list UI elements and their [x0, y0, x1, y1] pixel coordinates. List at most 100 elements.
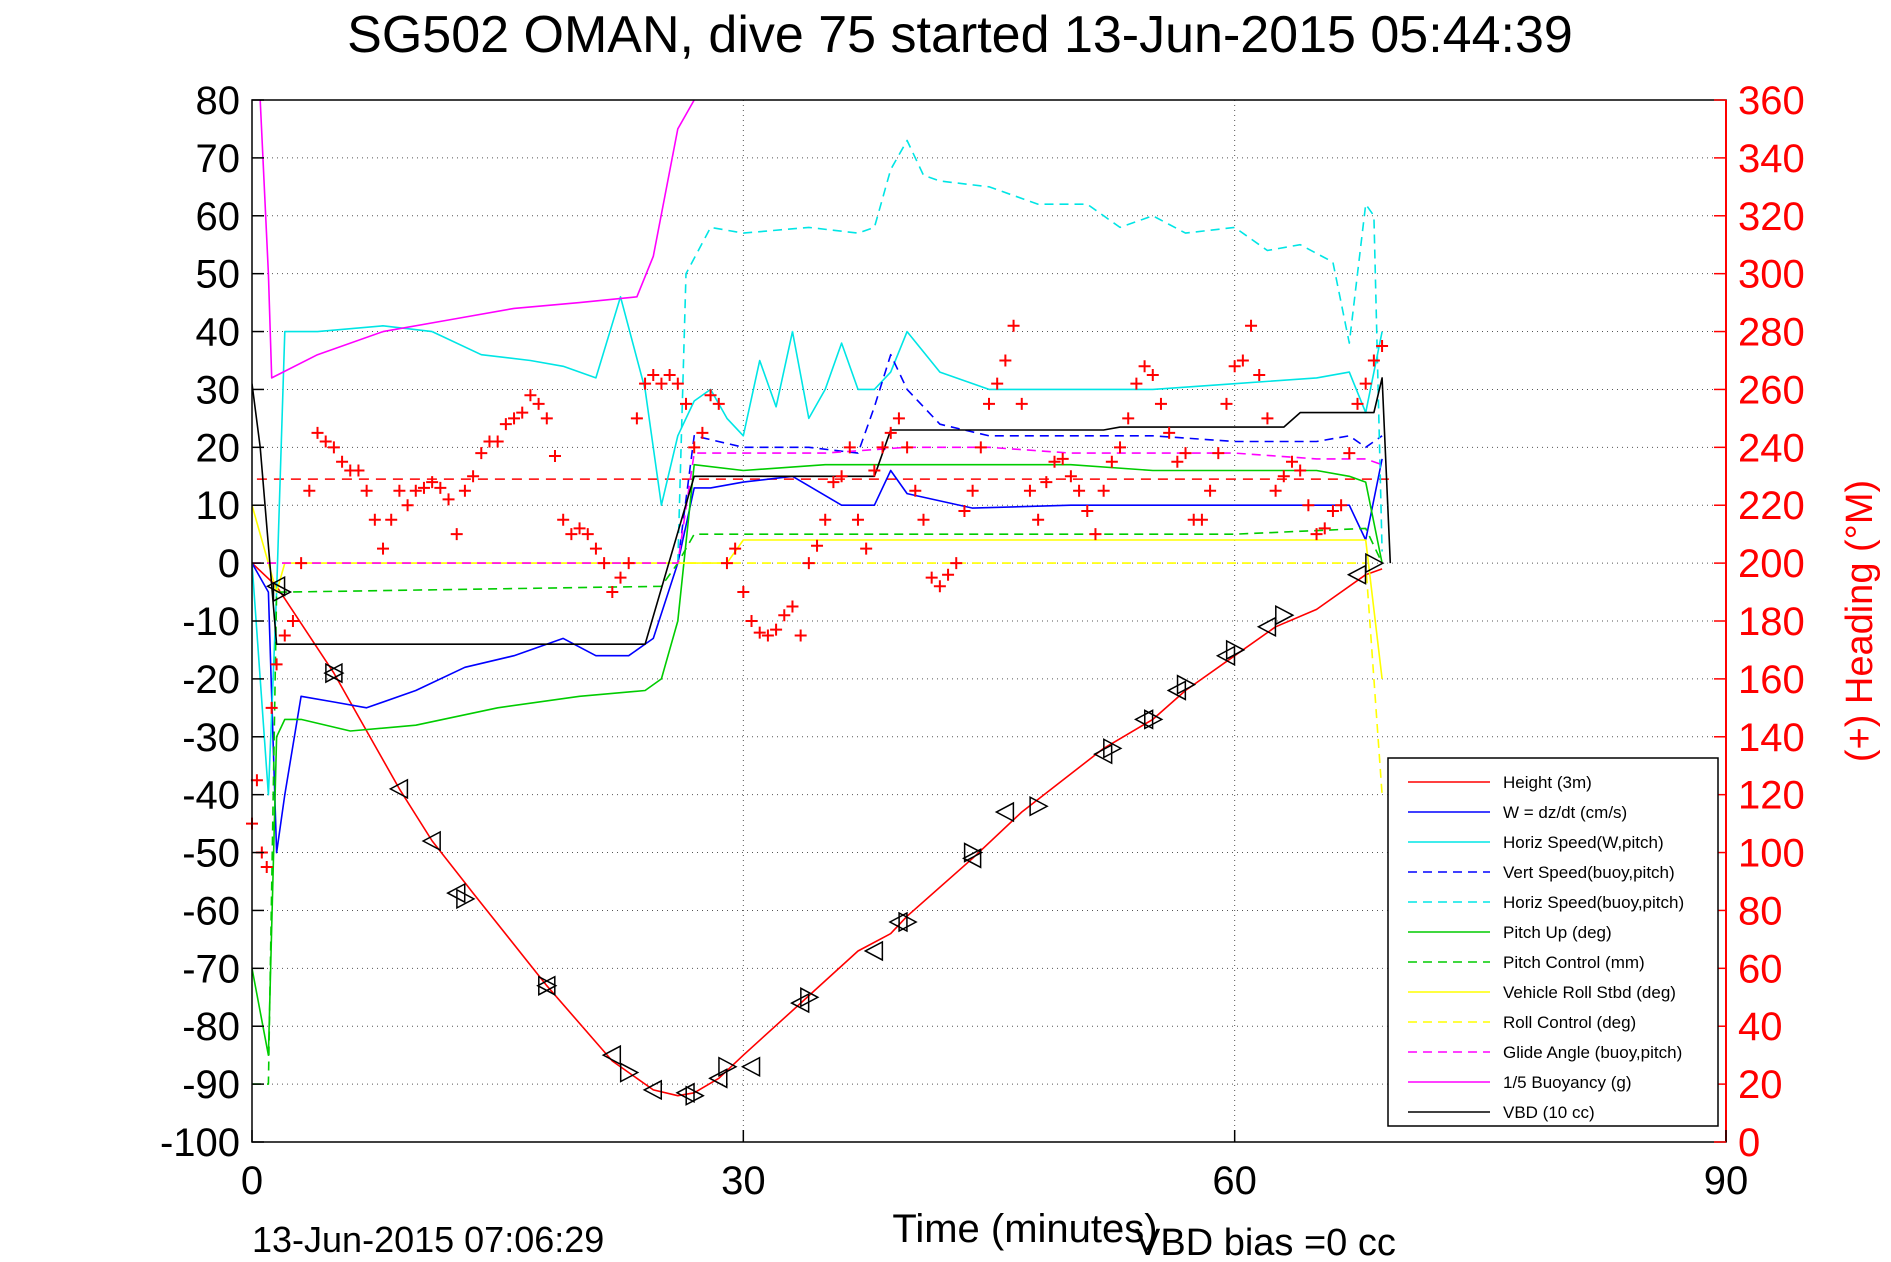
heading-markers [246, 319, 1389, 874]
y-tick-label: 30 [196, 368, 241, 412]
heading-point [966, 484, 979, 497]
heading-point [1064, 470, 1077, 483]
heading-point [892, 412, 905, 425]
heading-point [336, 455, 349, 468]
heading-point [352, 464, 365, 477]
heading-point [1056, 452, 1069, 465]
heading-point [434, 481, 447, 494]
heading-point [729, 542, 742, 555]
heading-point [1236, 354, 1249, 367]
y-axis-ticks: 80 70 60 50 40 30 20 10 0 -10 -20 -30 -40 -50 -60 -70 -8… [160, 79, 264, 1165]
x-axis-ticks: 0 30 60 90 [241, 1130, 1748, 1203]
heading-point [385, 513, 398, 526]
series-line [252, 463, 1383, 1056]
triangle-left-marker [962, 848, 982, 869]
heading-point [1318, 522, 1331, 535]
triangle-right-marker [800, 987, 820, 1008]
heading-point [639, 377, 652, 390]
legend-label: Vert Speed(buoy,pitch) [1503, 863, 1675, 882]
heading-point [884, 426, 897, 439]
heading-point [1253, 368, 1266, 381]
heading-point [819, 513, 832, 526]
heading-point [499, 418, 512, 431]
heading-point [630, 412, 643, 425]
y-tick-label: 60 [196, 195, 241, 239]
heading-point [843, 441, 856, 454]
heading-point [1269, 484, 1282, 497]
heading-point [622, 557, 635, 570]
heading-point [647, 368, 660, 381]
right-axis-label: (+) Heading (°M) [1839, 480, 1881, 762]
heading-point [999, 354, 1012, 367]
heading-point [319, 435, 332, 448]
heading-point [786, 600, 799, 613]
chart-title: SG502 OMAN, dive 75 started 13-Jun-2015 … [347, 6, 1573, 64]
heading-point [1023, 484, 1036, 497]
heading-point [663, 368, 676, 381]
triangle-right-marker [538, 975, 558, 996]
right-tick-label: 220 [1738, 484, 1805, 528]
heading-point [835, 470, 848, 483]
triangle-right-marker [1225, 639, 1246, 661]
right-tick-label: 360 [1738, 79, 1805, 123]
y-tick-label: 80 [196, 79, 241, 123]
y-tick-label: -50 [182, 832, 240, 876]
series-line [252, 458, 1383, 854]
heading-point [917, 513, 930, 526]
legend-label: Glide Angle (buoy,pitch) [1503, 1043, 1682, 1062]
series-line [677, 353, 1383, 564]
y-tick-label: -60 [182, 889, 240, 933]
heading-point [876, 441, 889, 454]
right-tick-label: 340 [1738, 137, 1805, 181]
heading-point [573, 522, 586, 535]
heading-point [557, 513, 570, 526]
heading-point [360, 484, 373, 497]
heading-point [393, 484, 406, 497]
heading-point [250, 774, 263, 787]
heading-point [1089, 528, 1102, 541]
heading-point [606, 586, 619, 599]
heading-point [1179, 447, 1192, 460]
heading-point [614, 571, 627, 584]
heading-point [720, 557, 733, 570]
right-tick-label: 40 [1738, 1005, 1783, 1049]
heading-point [458, 484, 471, 497]
heading-point [868, 464, 881, 477]
triangle-right-marker [272, 581, 293, 603]
heading-point [278, 629, 291, 642]
heading-point [516, 406, 529, 419]
right-tick-label: 200 [1738, 542, 1805, 586]
heading-point [1261, 412, 1274, 425]
heading-point [1310, 528, 1323, 541]
triangle-right-marker [685, 1085, 705, 1106]
heading-point [1351, 397, 1364, 410]
heading-point [1032, 513, 1045, 526]
triangle-left-marker [388, 778, 409, 800]
y-tick-label: -80 [182, 1005, 240, 1049]
heading-point [524, 389, 537, 402]
heading-point [1146, 368, 1159, 381]
heading-point [942, 568, 955, 581]
heading-point [1105, 455, 1118, 468]
heading-point [753, 626, 766, 639]
heading-point [680, 397, 693, 410]
heading-point [909, 484, 922, 497]
right-tick-label: 180 [1738, 600, 1805, 644]
heading-point [532, 397, 545, 410]
heading-point [1007, 319, 1020, 332]
heading-point [409, 484, 422, 497]
heading-point [851, 513, 864, 526]
legend-label: Pitch Control (mm) [1503, 953, 1645, 972]
heading-point [311, 426, 324, 439]
heading-point [1171, 455, 1184, 468]
heading-point [540, 412, 553, 425]
heading-point [417, 481, 430, 494]
y-tick-label: 0 [218, 542, 240, 586]
right-tick-label: 20 [1738, 1063, 1783, 1107]
triangle-right-marker [1176, 674, 1197, 695]
triangle-left-marker [421, 830, 441, 852]
heading-point [548, 450, 561, 463]
triangle-right-marker [963, 842, 984, 863]
heading-point [1138, 360, 1151, 373]
right-tick-label: 120 [1738, 774, 1805, 818]
